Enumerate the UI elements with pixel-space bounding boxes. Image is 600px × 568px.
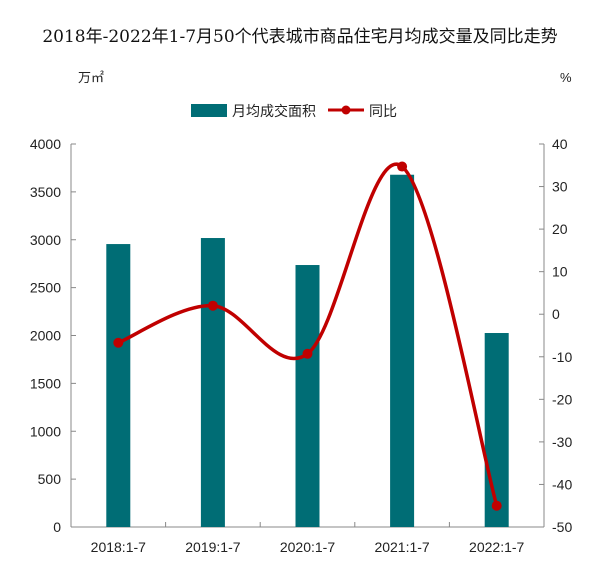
legend-bar-label: 月均成交面积: [232, 103, 316, 119]
x-tick-label: 2022:1-7: [469, 539, 524, 555]
bar: [295, 265, 320, 527]
right-tick-label: 20: [552, 221, 568, 237]
left-tick-label: 2000: [30, 328, 61, 344]
right-axis-unit: %: [560, 70, 572, 85]
left-tick-label: 3000: [30, 232, 61, 248]
x-tick-label: 2019:1-7: [185, 539, 240, 555]
right-tick-label: 10: [552, 264, 568, 280]
left-tick-label: 2500: [30, 280, 61, 296]
right-tick-label: -30: [552, 434, 572, 450]
left-tick-label: 1500: [30, 375, 61, 391]
left-tick-label: 1000: [30, 423, 61, 439]
left-tick-label: 0: [53, 519, 61, 535]
legend-bar-swatch: [191, 104, 227, 117]
left-tick-label: 3500: [30, 184, 61, 200]
right-tick-label: -40: [552, 476, 572, 492]
bar: [200, 238, 225, 528]
bar: [106, 244, 131, 527]
legend-line-marker: [341, 105, 351, 115]
yoy-point: [302, 348, 313, 359]
right-tick-label: 40: [552, 136, 568, 152]
legend-line-label: 同比: [369, 103, 397, 119]
yoy-line: [117, 162, 499, 507]
x-tick-label: 2020:1-7: [280, 539, 335, 555]
yoy-point: [397, 161, 408, 172]
right-tick-label: -20: [552, 391, 572, 407]
left-tick-label: 4000: [30, 136, 61, 152]
yoy-point: [491, 500, 502, 511]
chart-title: 2018年-2022年1-7月50个代表城市商品住宅月均成交量及同比走势: [42, 27, 558, 47]
right-tick-label: -10: [552, 349, 572, 365]
x-tick-label: 2018:1-7: [91, 539, 146, 555]
right-tick-label: 0: [552, 306, 560, 322]
left-axis-unit: 万㎡: [78, 70, 104, 85]
right-tick-label: -50: [552, 519, 572, 535]
right-tick-label: 30: [552, 179, 568, 195]
x-tick-label: 2021:1-7: [374, 539, 429, 555]
yoy-point: [113, 337, 124, 348]
bar: [390, 174, 415, 527]
yoy-point: [207, 300, 218, 311]
left-tick-label: 500: [38, 471, 62, 487]
bar: [484, 333, 509, 527]
